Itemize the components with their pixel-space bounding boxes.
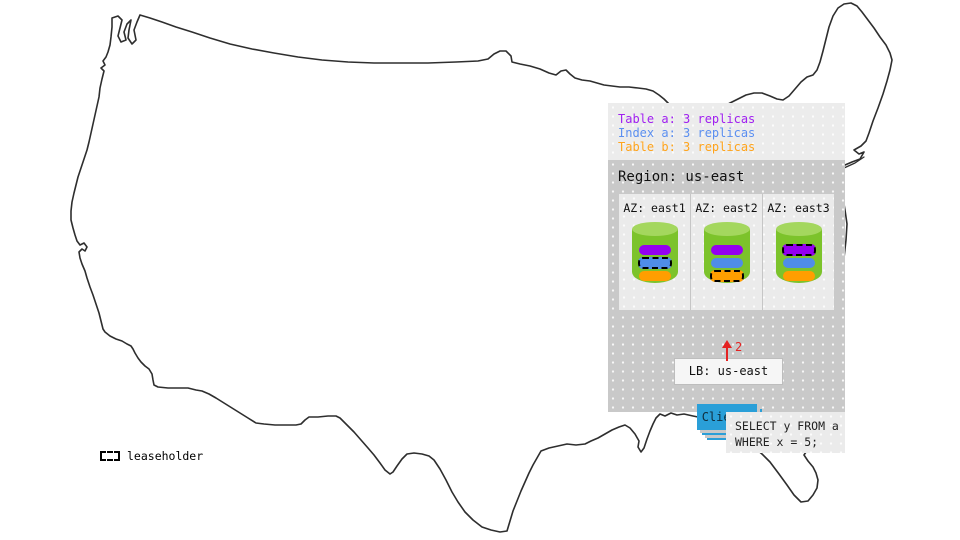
database-cylinder-icon (703, 222, 750, 284)
az-column-1: AZ: east1 (619, 194, 691, 310)
az-title: AZ: east2 (695, 201, 758, 215)
replication-panel: Table a: 3 replicas Index a: 3 replicas Ta… (608, 103, 845, 430)
arrow-line (726, 346, 728, 361)
database-cylinder-icon (631, 222, 678, 284)
replica-legend-list: Table a: 3 replicas Index a: 3 replicas Ta… (608, 103, 845, 154)
arrow-up-icon (722, 340, 732, 348)
region-box: Region: us-east AZ: east1 AZ: east2 AZ: ea… (608, 160, 845, 430)
leaseholder-key: leaseholder (100, 449, 203, 463)
az-grid: AZ: east1 AZ: east2 AZ: east3 (619, 194, 834, 310)
legend-item-index-a: Index a: 3 replicas (618, 126, 756, 140)
replica-bar-table-b-leaseholder (709, 270, 744, 282)
az-title: AZ: east3 (767, 201, 830, 215)
sql-query-box: SELECT y FROM a WHERE x = 5; (726, 412, 845, 453)
az-title: AZ: east1 (623, 201, 686, 215)
sql-query-line-1: SELECT y FROM a (735, 419, 839, 433)
legend-item-table-b: Table b: 3 replicas (618, 140, 756, 154)
az-column-2: AZ: east2 (691, 194, 763, 310)
long-island-line (843, 156, 865, 169)
arrow-step-number: 2 (735, 340, 743, 354)
replica-bar-table-a (638, 245, 671, 255)
replica-bar-index-a-leaseholder (637, 257, 672, 269)
legend-item-table-a: Table a: 3 replicas (618, 112, 756, 126)
replica-bar-table-a (710, 245, 743, 255)
sql-query-line-2: WHERE x = 5; (735, 435, 819, 449)
replica-bar-table-a-leaseholder (781, 244, 816, 256)
replica-bar-index-a (782, 258, 815, 268)
database-cylinder-icon (775, 222, 822, 284)
load-balancer-box: LB: us-east (674, 358, 783, 385)
region-title: Region: us-east (618, 169, 745, 185)
replica-bar-table-b (782, 271, 815, 281)
replica-legend: Table a: 3 replicas Index a: 3 replicas Ta… (608, 103, 845, 160)
az-column-3: AZ: east3 (763, 194, 834, 310)
replica-bar-index-a (710, 258, 743, 268)
leaseholder-label: leaseholder (127, 449, 204, 463)
replica-bar-table-b (638, 271, 671, 281)
leaseholder-swatch-icon (100, 451, 120, 461)
